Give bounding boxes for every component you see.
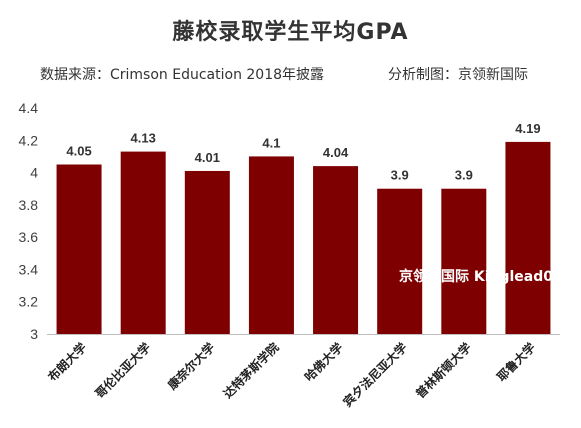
bar	[120, 151, 166, 334]
watermark-text: 京领新国际 Kinglead01	[399, 268, 563, 285]
data-label: 4.1	[262, 135, 280, 150]
y-tick-label: 4.4	[19, 100, 39, 116]
x-tick-label: 哈佛大学	[301, 340, 346, 385]
x-tick-label: 耶鲁大学	[494, 340, 539, 385]
data-label: 4.04	[323, 145, 349, 160]
chart-subtitle-maker: 分析制图：京领新国际	[388, 67, 528, 83]
x-tick-label: 普林斯顿大学	[412, 340, 474, 402]
x-tick-label: 达特茅斯学院	[220, 340, 282, 402]
data-label: 4.01	[195, 150, 220, 165]
y-tick-label: 4.2	[19, 132, 39, 148]
y-tick-label: 4	[30, 165, 38, 181]
y-tick-label: 3.6	[19, 229, 39, 245]
x-tick-label: 康奈尔大学	[164, 340, 217, 393]
x-tick-label: 宾夕法尼亚大学	[340, 340, 410, 410]
bar	[505, 141, 551, 334]
bar	[313, 166, 359, 334]
bar	[377, 188, 423, 334]
y-tick-label: 3	[30, 326, 38, 342]
y-tick-label: 3.2	[19, 294, 39, 310]
y-tick-label: 3.8	[19, 197, 39, 213]
bar	[248, 156, 294, 334]
data-label: 3.9	[455, 168, 473, 183]
data-label: 4.13	[131, 131, 156, 146]
bar	[184, 170, 230, 334]
x-tick-label: 布朗大学	[45, 340, 90, 385]
data-label: 4.05	[66, 144, 91, 159]
x-tick-label: 哥伦比亚大学	[92, 340, 154, 402]
y-tick-label: 3.4	[19, 261, 39, 277]
chart-title: 藤校录取学生平均GPA	[172, 20, 409, 45]
bar	[441, 188, 487, 334]
chart-subtitle-source: 数据来源：Crimson Education 2018年披露	[40, 67, 325, 83]
bar	[56, 164, 102, 334]
data-label: 3.9	[391, 168, 409, 183]
data-label: 4.19	[515, 121, 540, 136]
